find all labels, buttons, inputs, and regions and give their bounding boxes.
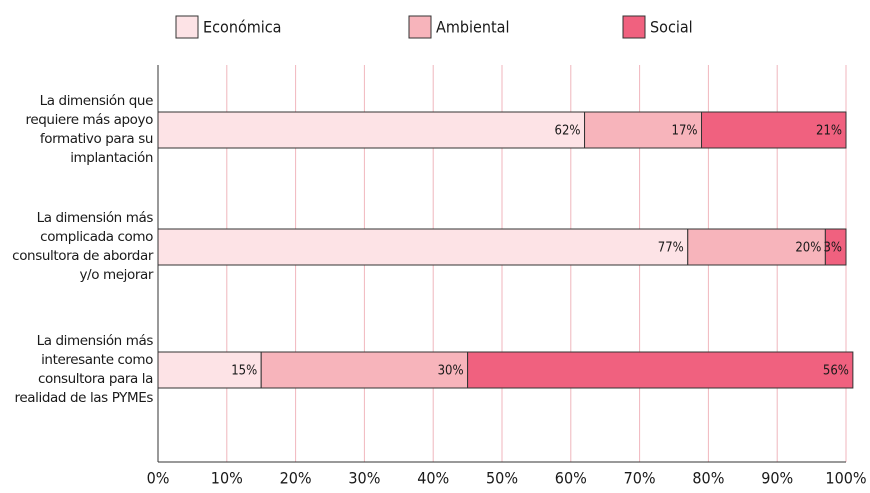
x-tick-label: 40% [417, 469, 449, 488]
x-tick-label: 100% [825, 469, 866, 488]
bar-segment [260, 351, 469, 389]
legend-swatch [622, 15, 646, 39]
x-tick-label: 10% [211, 469, 243, 488]
bar-segment [701, 111, 847, 149]
data-label: 62% [555, 124, 581, 139]
data-label: 20% [795, 241, 821, 256]
bar-segment [687, 228, 826, 266]
x-tick-label: 80% [692, 469, 724, 488]
x-tick-label: 50% [486, 469, 518, 488]
data-label: 30% [438, 364, 464, 379]
data-label: 15% [231, 364, 257, 379]
data-label: 17% [672, 124, 698, 139]
data-label: 77% [658, 241, 684, 256]
x-tick-label: 70% [624, 469, 656, 488]
x-tick-label: 30% [348, 469, 380, 488]
category-label: La dimensión más complicada como consult… [12, 210, 153, 283]
data-label: 56% [823, 364, 849, 379]
data-label: 3% [823, 241, 842, 256]
category-label: La dimensión más interesante como consul… [14, 333, 154, 406]
x-tick-label: 90% [761, 469, 793, 488]
legend-label: Social [650, 18, 693, 37]
bar-segment [584, 111, 703, 149]
data-label: 21% [816, 124, 842, 139]
bar-segment [157, 228, 689, 266]
legend-label: Ambiental [436, 18, 509, 37]
bar-segment [467, 351, 854, 389]
bar-segment [824, 228, 847, 266]
legend-label: Económica [203, 18, 282, 37]
x-tick-label: 0% [147, 469, 170, 488]
x-tick-label: 60% [555, 469, 587, 488]
bar-segment [157, 351, 262, 389]
legend-swatch [408, 15, 432, 39]
bar-segment [157, 111, 586, 149]
legend-swatch [175, 15, 199, 39]
x-tick-label: 20% [280, 469, 312, 488]
category-label: La dimensión que requiere más apoyo form… [25, 93, 154, 166]
